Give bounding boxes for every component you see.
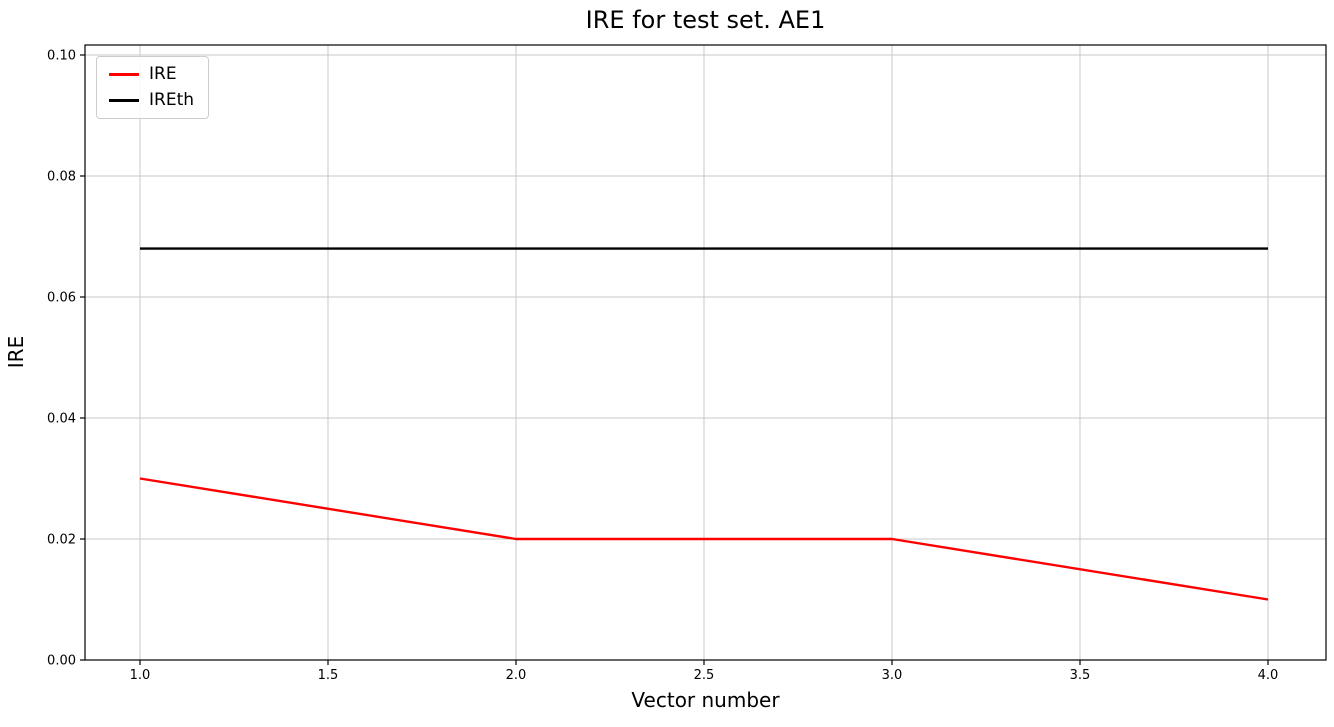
x-tick-label: 3.5: [1070, 668, 1091, 683]
y-axis-label: IRE: [4, 335, 28, 369]
x-tick-label: 1.0: [130, 668, 151, 683]
x-tick-label: 2.0: [506, 668, 527, 683]
y-tick-label: 0.08: [47, 170, 76, 185]
series-line-ire: [139, 477, 1269, 601]
y-tick-label: 0.00: [47, 654, 76, 669]
axes-background: [85, 45, 1326, 660]
legend-label-ire: IRE: [149, 64, 177, 84]
x-tick-label: 1.5: [318, 668, 339, 683]
legend-item-ire: IRE: [109, 66, 194, 83]
y-tick-label: 0.10: [47, 49, 76, 64]
legend-label-ireth: IREth: [149, 90, 195, 110]
y-tick-label: 0.06: [47, 291, 76, 306]
x-tick-label: 2.5: [694, 668, 715, 683]
legend-item-ireth: IREth: [109, 92, 194, 109]
x-axis-label: Vector number: [631, 688, 780, 712]
x-tick-label: 4.0: [1258, 668, 1279, 683]
x-tick-label: 3.0: [882, 668, 903, 683]
y-tick-label: 0.02: [47, 533, 76, 548]
chart-title: IRE for test set. AE1: [585, 6, 826, 34]
y-tick-label: 0.04: [47, 412, 76, 427]
axes-frame: [84, 44, 1327, 661]
ireth-line-swatch: [109, 99, 139, 102]
legend: IRE IREth: [96, 56, 210, 119]
ire-line-swatch: [109, 73, 139, 76]
